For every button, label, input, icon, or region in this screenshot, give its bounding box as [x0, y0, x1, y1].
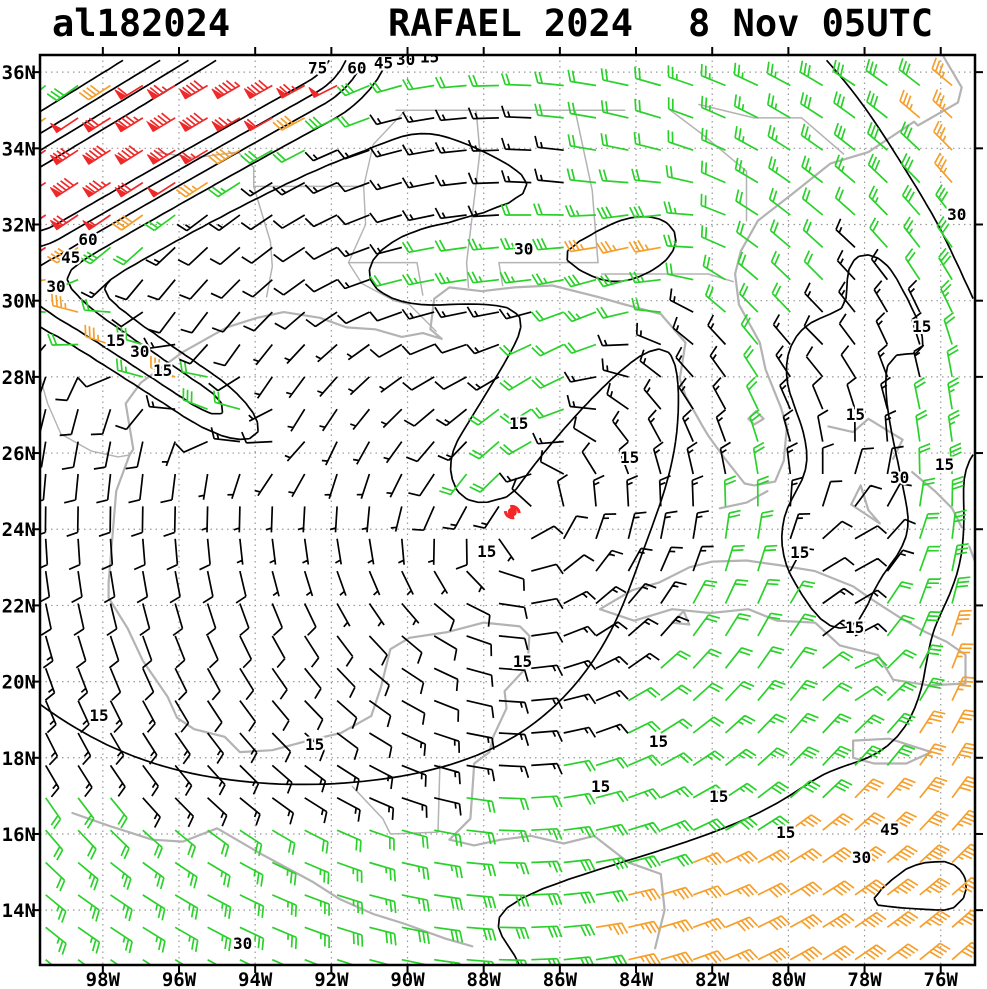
lon-tick-label: 82W: [695, 969, 730, 989]
svg-text:15: 15: [305, 735, 324, 754]
coastlines: [40, 55, 975, 950]
lat-tick-label: 30N: [2, 291, 36, 313]
lat-tick-label: 28N: [2, 367, 36, 389]
svg-text:15: 15: [846, 405, 865, 424]
lat-tick-label: 36N: [2, 62, 36, 84]
svg-text:30: 30: [396, 50, 415, 69]
svg-text:60: 60: [347, 58, 366, 77]
svg-text:30: 30: [852, 848, 871, 867]
storm-title: RAFAEL 2024: [388, 2, 634, 45]
lat-tick-label: 20N: [2, 672, 36, 694]
lat-tick-label: 24N: [2, 519, 36, 541]
svg-text:60: 60: [78, 230, 97, 249]
svg-text:15: 15: [845, 618, 864, 637]
svg-text:30: 30: [947, 205, 966, 224]
lon-tick-label: 88W: [467, 969, 502, 989]
svg-text:15: 15: [790, 543, 809, 562]
lon-tick-label: 94W: [238, 969, 273, 989]
axis-labels: 36N 34N 32N 30N 28N 26N 24N 22N 20N 18N 16N 14N 98W 9…: [2, 47, 983, 989]
lon-tick-label: 84W: [619, 969, 654, 989]
lon-tick-label: 92W: [314, 969, 349, 989]
map-border: [38, 53, 977, 967]
lat-tick-label: 34N: [2, 138, 36, 160]
svg-text:15: 15: [153, 361, 172, 380]
lon-tick-label: 78W: [847, 969, 882, 989]
svg-text:45: 45: [374, 53, 393, 72]
lat-tick-label: 16N: [2, 824, 36, 846]
svg-text:30: 30: [233, 934, 252, 953]
svg-text:30: 30: [514, 239, 533, 258]
title-bar: al182024 RAFAEL 2024 8 Nov 05UTC: [0, 0, 987, 52]
svg-text:45: 45: [61, 248, 80, 267]
svg-text:15: 15: [620, 448, 639, 467]
svg-text:15: 15: [912, 317, 931, 336]
hurricane-icon: [509, 504, 521, 514]
grid-lines: [40, 55, 975, 965]
svg-text:30: 30: [890, 468, 909, 487]
lon-tick-label: 76W: [924, 969, 959, 989]
lon-tick-label: 98W: [86, 969, 121, 989]
wind-barbs: [40, 57, 975, 965]
svg-text:15: 15: [709, 787, 728, 806]
lon-tick-label: 96W: [162, 969, 197, 989]
svg-text:15: 15: [509, 414, 528, 433]
lon-tick-label: 86W: [543, 969, 578, 989]
lon-tick-label: 80W: [771, 969, 806, 989]
svg-text:75: 75: [308, 58, 327, 77]
lat-tick-label: 26N: [2, 443, 36, 465]
svg-text:15: 15: [591, 777, 610, 796]
storm-marker: [503, 504, 521, 520]
lat-tick-label: 18N: [2, 748, 36, 770]
svg-text:15: 15: [420, 48, 439, 67]
lat-tick-label: 14N: [2, 900, 36, 922]
storm-id: al182024: [52, 2, 231, 45]
svg-text:15: 15: [477, 542, 496, 561]
svg-text:15: 15: [649, 732, 668, 751]
svg-text:30: 30: [130, 342, 149, 361]
svg-text:15: 15: [106, 331, 125, 350]
svg-text:15: 15: [935, 455, 954, 474]
svg-text:45: 45: [880, 820, 899, 839]
lon-tick-label: 90W: [390, 969, 425, 989]
svg-text:30: 30: [46, 277, 65, 296]
valid-time: 8 Nov 05UTC: [688, 2, 934, 45]
lat-tick-label: 22N: [2, 595, 36, 617]
svg-text:15: 15: [513, 652, 532, 671]
svg-text:15: 15: [776, 823, 795, 842]
svg-text:15: 15: [89, 706, 108, 725]
lat-tick-label: 32N: [2, 215, 36, 237]
